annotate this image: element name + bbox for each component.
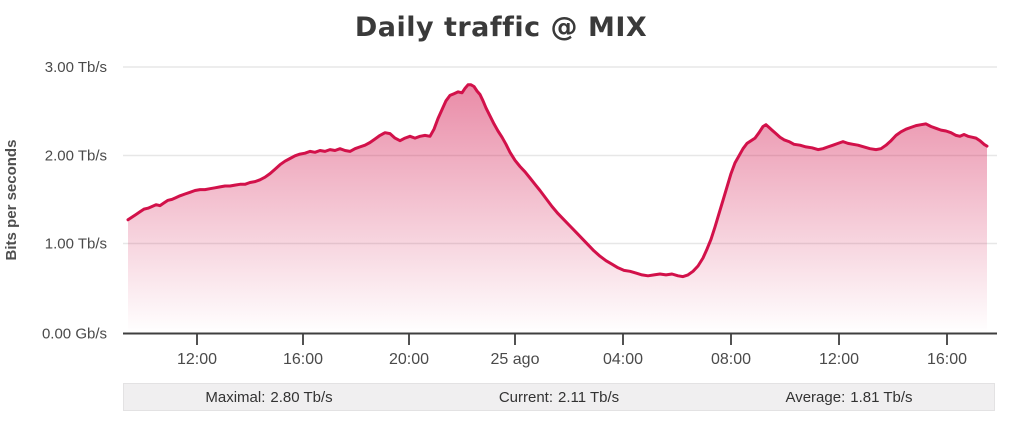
y-tick-label-1: 1.00 Tb/s (45, 236, 107, 253)
x-tick-label-3: 25 ago (491, 351, 540, 368)
x-tick-label-2: 20:00 (389, 351, 429, 368)
x-tick-label-7: 16:00 (927, 351, 967, 368)
traffic-chart: 3.00 Tb/s 2.00 Tb/s 1.00 Tb/s 0.00 Gb/s … (3, 59, 997, 368)
stats-bar: Maximal: 2.80 Tb/s Current: 2.11 Tb/s Av… (123, 383, 995, 411)
y-tick-label-2: 2.00 Tb/s (45, 148, 107, 165)
stat-maximal-label: Maximal: (205, 388, 266, 406)
stat-average-value: 1.81 Tb/s (850, 388, 913, 406)
stat-maximal: Maximal: 2.80 Tb/s (124, 389, 414, 406)
x-tick-label-5: 08:00 (711, 351, 751, 368)
x-tick-label-1: 16:00 (283, 351, 323, 368)
y-tick-label-3: 3.00 Tb/s (45, 59, 107, 76)
stat-current-value: 2.11 Tb/s (558, 388, 620, 406)
y-tick-label-0: 0.00 Gb/s (42, 326, 107, 343)
stat-current-label: Current: (498, 388, 554, 406)
x-tick-label-0: 12:00 (177, 351, 217, 368)
stat-average-label: Average: (785, 388, 846, 406)
stat-maximal-value: 2.80 Tb/s (270, 388, 333, 406)
traffic-line (126, 83, 989, 279)
chart-title: Daily traffic @ MIX (354, 12, 648, 43)
stat-average: Average: 1.81 Tb/s (704, 389, 994, 406)
x-tick-label-4: 04:00 (603, 351, 643, 368)
x-tick-label-6: 12:00 (819, 351, 859, 368)
x-axis-ticks (196, 334, 948, 345)
stat-current: Current: 2.11 Tb/s (414, 389, 704, 406)
y-axis-title: Bits per seconds (3, 140, 20, 261)
traffic-area (128, 84, 987, 334)
